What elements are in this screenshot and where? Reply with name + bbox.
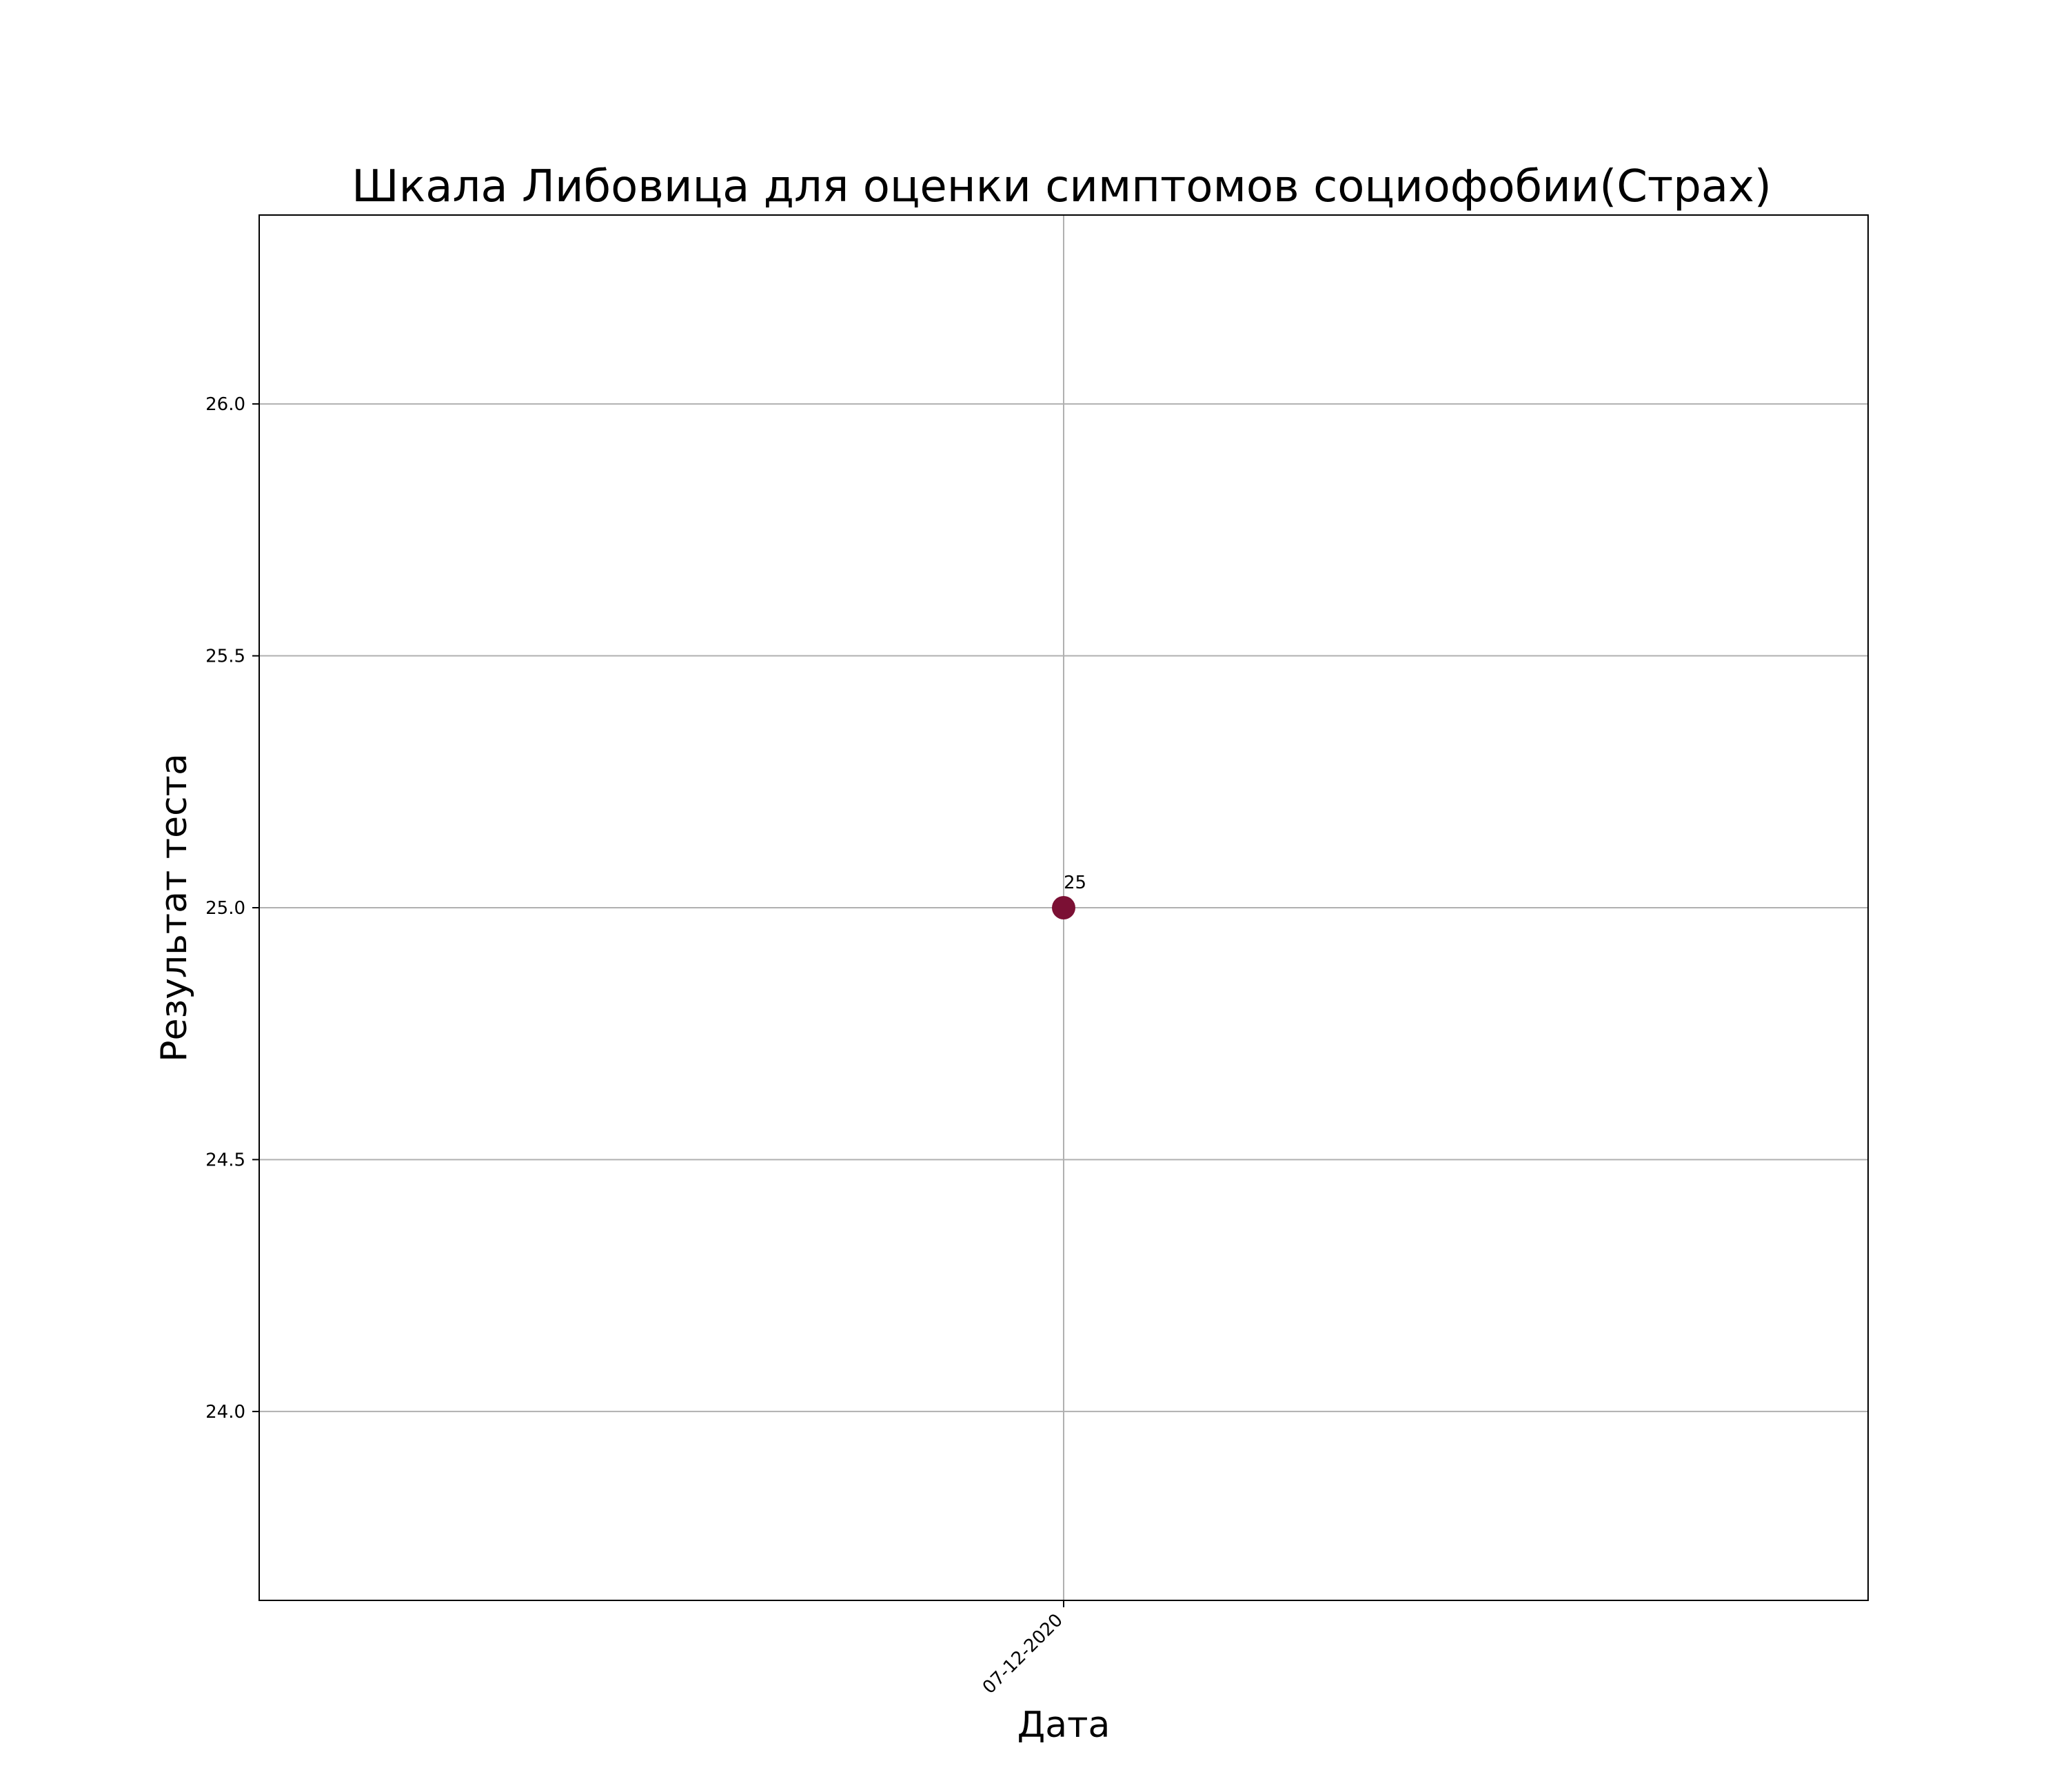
chart-title: Шкала Либовица для оценки симптомов соци… <box>352 161 1772 212</box>
data-point <box>1052 896 1075 919</box>
y-tick-label: 25.5 <box>205 646 245 667</box>
data-point-label: 25 <box>1064 873 1086 893</box>
plot-frame <box>258 214 1869 1601</box>
y-tick-label: 25.0 <box>205 898 245 919</box>
x-axis-label: Дата <box>1017 1704 1111 1746</box>
y-axis-label: Результат теста <box>154 753 195 1062</box>
point-layer: 25 <box>1052 873 1086 919</box>
y-tick-label: 24.0 <box>205 1402 245 1423</box>
y-tick-label: 26.0 <box>205 394 245 415</box>
y-tick-label: 24.5 <box>205 1150 245 1170</box>
